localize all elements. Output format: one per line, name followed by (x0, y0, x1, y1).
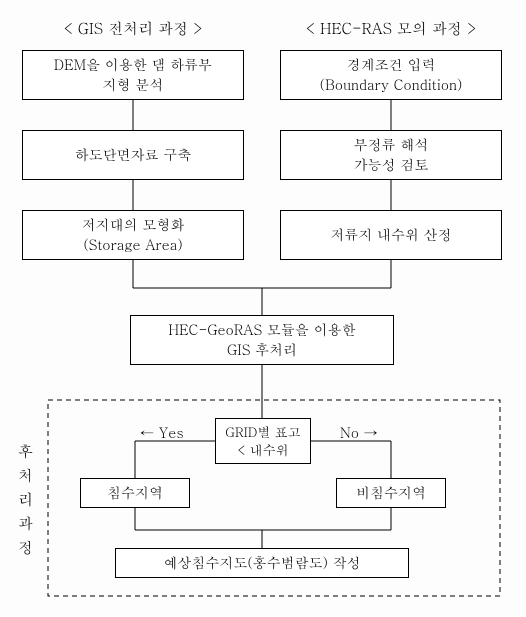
text: 저류지 내수위 산정 (330, 225, 451, 245)
header-right: < HEC-RAS 모의 과정 > (280, 18, 502, 39)
box-cross-section: 하도단면자료 구축 (22, 130, 244, 180)
header-left-text: < GIS 전처리 과정 > (63, 18, 202, 39)
vchar: 과 (18, 512, 33, 536)
box-hec-georas: HEC-GeoRAS 모듈을 이용한 GIS 후처리 (130, 315, 394, 365)
text: 부정류 해석 (354, 134, 429, 154)
label-no: No → (340, 422, 378, 442)
box-decision-grid: GRID별 표고 < 내수위 (215, 418, 311, 464)
text: 예상침수지도(홍수범람도) 작성 (163, 553, 360, 573)
box-water-level: 저류지 내수위 산정 (280, 210, 502, 260)
text: GRID별 표고 (225, 422, 300, 441)
header-right-text: < HEC-RAS 모의 과정 > (306, 18, 477, 39)
text: 지형 분석 (103, 74, 164, 94)
label-yes: ← Yes (140, 422, 184, 442)
vertical-label-postprocess: 후 처 리 과 정 (18, 440, 33, 560)
box-dem-analysis: DEM을 이용한 댐 하류부 지형 분석 (22, 50, 244, 100)
text: ← Yes (140, 422, 184, 442)
text: HEC-GeoRAS 모듈을 이용한 (168, 319, 355, 339)
vchar: 후 (18, 440, 33, 464)
box-unsteady-flow: 부정류 해석 가능성 검토 (280, 130, 502, 180)
text: GIS 후처리 (227, 339, 297, 359)
box-flood-map: 예상침수지도(홍수범람도) 작성 (115, 548, 409, 578)
box-boundary-condition: 경계조건 입력 (Boundary Condition) (280, 50, 502, 100)
box-storage-area: 저지대의 모형화 (Storage Area) (22, 210, 244, 260)
header-left: < GIS 전처리 과정 > (22, 18, 244, 39)
text: (Storage Area) (83, 234, 182, 254)
text: 경계조건 입력 (347, 54, 436, 74)
text: (Boundary Condition) (320, 74, 463, 94)
text: 비침수지역 (356, 483, 426, 503)
text: < 내수위 (237, 440, 288, 459)
text: 침수지역 (107, 483, 163, 503)
text: 저지대의 모형화 (82, 214, 185, 234)
flowchart-canvas: < GIS 전처리 과정 > < HEC-RAS 모의 과정 > DEM을 이용… (0, 0, 526, 617)
text: 하도단면자료 구축 (75, 145, 192, 165)
vchar: 처 (18, 464, 33, 488)
text: 가능성 검토 (354, 154, 429, 174)
vchar: 정 (18, 536, 33, 560)
box-flood-area: 침수지역 (80, 478, 190, 508)
vchar: 리 (18, 488, 33, 512)
text: DEM을 이용한 댐 하류부 (54, 54, 212, 74)
box-nonflood-area: 비침수지역 (336, 478, 446, 508)
text: No → (340, 422, 378, 442)
